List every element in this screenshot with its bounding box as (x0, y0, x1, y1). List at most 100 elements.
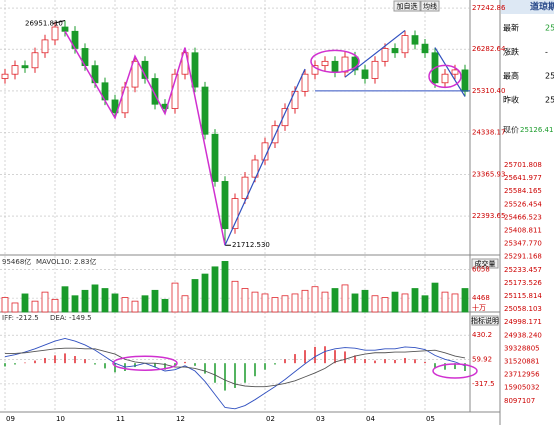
side-row-value: 25 (545, 96, 554, 105)
toolbar-button[interactable] (420, 0, 440, 12)
candle-body (361, 69, 369, 79)
volume-tick-label: 4468 (472, 294, 490, 302)
side-row-value: 25 (545, 72, 554, 81)
candle-body (241, 176, 249, 199)
candle-body (21, 65, 29, 69)
volume-bar (201, 273, 209, 313)
y-tick-label: 26282.64 (472, 45, 506, 53)
volume-bar (301, 289, 309, 313)
ladder-value: 8097107 (504, 397, 535, 405)
candle-body (281, 108, 289, 127)
volume-tick-label: 6058 (472, 265, 490, 273)
volume-bar (11, 302, 19, 313)
candle-body (301, 73, 309, 92)
candle-body (191, 52, 199, 88)
ladder-value: 25173.526 (504, 279, 542, 287)
candle-body (461, 69, 469, 92)
ladder-value: 25291.168 (504, 253, 542, 261)
volume-bar (161, 298, 169, 313)
volume-bar (81, 289, 89, 313)
volume-bar (391, 291, 399, 313)
highlight-circle (432, 363, 478, 379)
volume-bar (141, 295, 149, 313)
dea-line (5, 347, 466, 388)
volume-bar (341, 284, 349, 313)
x-tick-label: 12 (176, 415, 185, 423)
toolbar-label: 加自选 (397, 2, 418, 11)
ladder-value: 25115.814 (504, 292, 542, 300)
y-tick-label: 27242.86 (472, 4, 506, 12)
volume-bar (221, 261, 229, 313)
volume-button[interactable] (471, 258, 499, 269)
volume-bar (431, 282, 439, 313)
volume-unit: 十万 (472, 303, 486, 312)
volume-bar (121, 297, 129, 313)
volume-bar (51, 298, 59, 313)
volume-header: 95468亿 (2, 257, 31, 266)
volume-bar (411, 288, 419, 313)
volume-bar (181, 295, 189, 313)
y-tick-label: 24338.17 (472, 129, 505, 137)
candle-body (331, 60, 339, 73)
side-row-label: 涨跌 (503, 47, 519, 57)
price-value: 25126.41 (520, 126, 553, 134)
candle-body (371, 60, 379, 79)
x-tick-label: 09 (6, 415, 15, 423)
highlight-circle (112, 355, 178, 371)
volume-bar (401, 293, 409, 313)
macd-button[interactable] (471, 315, 499, 326)
toolbar: 加自选 均线 (393, 0, 440, 12)
volume-bar (61, 286, 69, 313)
volume-bar (41, 291, 49, 313)
x-tick-label: 03 (316, 415, 325, 423)
ladder-value: 25466.523 (504, 213, 542, 221)
volume-bar (231, 280, 239, 313)
trend-line (344, 29, 406, 78)
volume-bar (211, 266, 219, 313)
volume-bar (451, 293, 459, 313)
x-tick-label: 10 (56, 415, 65, 423)
volume-bar (261, 293, 269, 313)
candle-body (51, 26, 59, 41)
volume-bar (291, 293, 299, 313)
ladder-value: 24998.171 (504, 318, 542, 326)
side-row-value: - (545, 48, 548, 57)
volume-bar (321, 291, 329, 313)
x-tick-label: 04 (366, 415, 375, 423)
candle-body (411, 35, 419, 45)
toolbar-button[interactable] (393, 0, 421, 12)
ladder-value: 25641.977 (504, 174, 542, 182)
volume-bar (131, 300, 139, 313)
volume-bar (191, 279, 199, 313)
candle-body (151, 78, 159, 105)
candle-body (221, 181, 229, 230)
side-title: 道琼斯 (530, 1, 554, 13)
dea-label: DEA: -149.5 (50, 314, 92, 322)
ladder-value: 25701.808 (504, 161, 542, 169)
ladder-value: 15905032 (504, 384, 540, 392)
candle-body (391, 48, 399, 54)
candle-body (41, 39, 49, 54)
macd-tick-label: -317.5 (472, 380, 495, 388)
candle-body (61, 26, 69, 32)
side-row-label: 最新 (503, 23, 519, 33)
candle-body (381, 48, 389, 62)
candle-body (31, 52, 39, 69)
price-label: 现价 (503, 126, 519, 135)
volume-bar (371, 295, 379, 313)
volume-bar (21, 293, 29, 313)
side-header (501, 0, 554, 14)
volume-bar (171, 282, 179, 313)
macd-tick-label: 59.92 (472, 355, 492, 363)
candle-body (251, 159, 259, 178)
candle-body (201, 86, 209, 135)
y-tick-label: 25310.40 (472, 87, 505, 95)
trend-line (224, 68, 306, 246)
candle-body (121, 86, 129, 114)
ladder-value: 24938.240 (504, 331, 542, 339)
toolbar-label: 均线 (423, 2, 437, 11)
volume-bar (281, 295, 289, 313)
volume-bar (151, 289, 159, 313)
candle-body (1, 73, 9, 79)
